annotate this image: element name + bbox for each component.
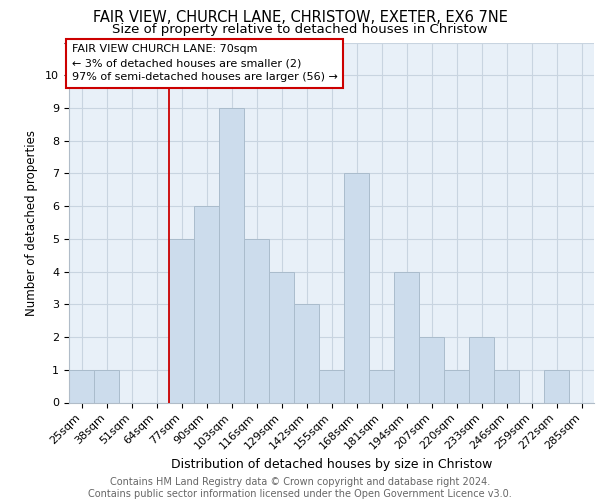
Bar [344, 174, 369, 402]
Bar [544, 370, 569, 402]
Text: Contains HM Land Registry data © Crown copyright and database right 2024.
Contai: Contains HM Land Registry data © Crown c… [88, 478, 512, 499]
Bar [69, 370, 94, 402]
Bar [369, 370, 394, 402]
Bar [444, 370, 469, 402]
Bar [394, 272, 419, 402]
Bar [494, 370, 519, 402]
Bar [269, 272, 294, 402]
Text: Size of property relative to detached houses in Christow: Size of property relative to detached ho… [112, 22, 488, 36]
Bar [219, 108, 244, 403]
Text: FAIR VIEW CHURCH LANE: 70sqm
← 3% of detached houses are smaller (2)
97% of semi: FAIR VIEW CHURCH LANE: 70sqm ← 3% of det… [71, 44, 337, 82]
Bar [169, 239, 194, 402]
Bar [319, 370, 344, 402]
Bar [194, 206, 219, 402]
Bar [469, 337, 494, 402]
X-axis label: Distribution of detached houses by size in Christow: Distribution of detached houses by size … [171, 458, 492, 471]
Bar [94, 370, 119, 402]
Y-axis label: Number of detached properties: Number of detached properties [25, 130, 38, 316]
Text: FAIR VIEW, CHURCH LANE, CHRISTOW, EXETER, EX6 7NE: FAIR VIEW, CHURCH LANE, CHRISTOW, EXETER… [92, 10, 508, 25]
Bar [244, 239, 269, 402]
Bar [419, 337, 444, 402]
Bar [294, 304, 319, 402]
